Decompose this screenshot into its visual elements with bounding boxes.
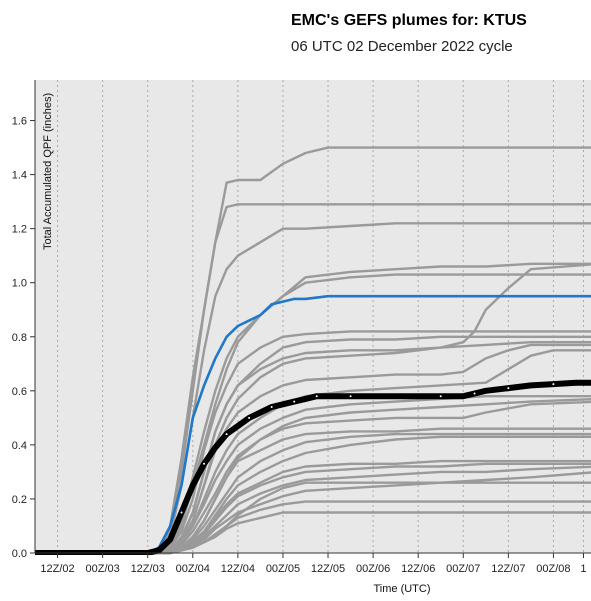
x-tick-label-7: 00Z/06 xyxy=(356,563,390,575)
mean-marker-22 xyxy=(473,392,476,395)
y-tick-label-1: 0.2 xyxy=(12,494,27,506)
mean-marker-6 xyxy=(203,462,206,465)
mean-marker-16 xyxy=(315,395,318,398)
x-tick-labels: 12Z/02 00Z/03 12Z/03 00Z/04 12Z/04 00Z/05 12Z/… xyxy=(40,563,586,575)
mean-marker-14 xyxy=(293,400,296,403)
member-line-7 xyxy=(35,330,591,555)
x-tick-label-12: 1 xyxy=(580,563,586,575)
x-tick-label-10: 12Z/07 xyxy=(491,563,525,575)
y-tick-label-5: 1.0 xyxy=(12,278,27,290)
mean-marker-18 xyxy=(349,395,352,398)
chart-title: EMC's GEFS plumes for: KTUS xyxy=(291,12,527,29)
y-tick-label-4: 0.8 xyxy=(12,332,27,344)
plot-background xyxy=(35,80,591,553)
mean-marker-24 xyxy=(507,387,510,390)
y-tick-label-6: 1.2 xyxy=(12,224,27,236)
x-tick-label-8: 12Z/06 xyxy=(401,563,435,575)
x-tick-label-2: 12Z/03 xyxy=(131,563,165,575)
highlight-member-line xyxy=(35,294,591,555)
mean-marker-10 xyxy=(248,416,251,419)
member-line-10 xyxy=(35,343,591,555)
y-tick-labels: 0.0 0.2 0.4 0.6 0.8 1.0 1.2 1.4 1.6 xyxy=(12,116,27,560)
x-tick-label-4: 12Z/04 xyxy=(221,563,255,575)
x-tick-label-11: 00Z/08 xyxy=(536,563,570,575)
ensemble-mean xyxy=(35,379,591,555)
x-tick-label-5: 00Z/05 xyxy=(266,563,300,575)
y-tick-label-8: 1.6 xyxy=(12,116,27,128)
y-tick-label-0: 0.0 xyxy=(12,548,27,560)
member-line-16 xyxy=(35,432,591,555)
highlighted-member xyxy=(35,294,591,555)
x-tick-label-3: 00Z/04 xyxy=(176,563,210,575)
y-tick-label-7: 1.4 xyxy=(12,170,27,182)
mean-marker-12 xyxy=(270,406,273,409)
mean-marker-4 xyxy=(180,511,183,514)
member-line-8 xyxy=(35,335,591,555)
axes xyxy=(30,80,591,558)
y-tick-label-3: 0.6 xyxy=(12,386,27,398)
mean-marker-26 xyxy=(552,383,555,386)
y-axis-label: Total Accumulated QPF (inches) xyxy=(42,93,54,250)
x-tick-label-1: 00Z/03 xyxy=(85,563,119,575)
chart-subtitle: 06 UTC 02 December 2022 cycle xyxy=(291,38,513,55)
x-tick-label-9: 00Z/07 xyxy=(446,563,480,575)
y-tick-label-2: 0.4 xyxy=(12,440,27,452)
x-axis-label: Time (UTC) xyxy=(373,583,430,595)
mean-marker-20 xyxy=(439,395,442,398)
x-tick-label-6: 12Z/05 xyxy=(311,563,345,575)
member-line-24 xyxy=(35,481,591,555)
mean-marker-8 xyxy=(225,433,228,436)
grid-lines xyxy=(57,80,584,553)
x-tick-label-0: 12Z/02 xyxy=(40,563,74,575)
